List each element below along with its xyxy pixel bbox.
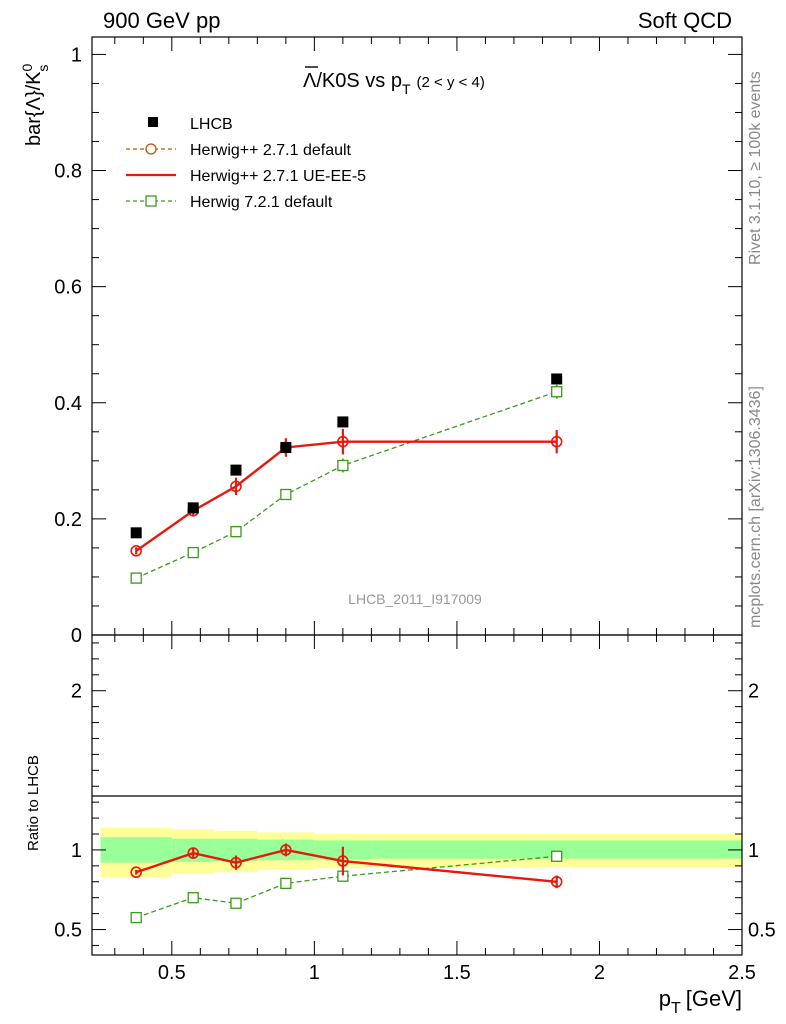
- main-series: [130, 373, 563, 584]
- ratio-herwig7-line: [135, 855, 557, 919]
- title-lambda: Λ: [303, 70, 317, 92]
- x-tick-label: 1.5: [443, 962, 471, 984]
- main-axis-ticks: 0 0.2 0.4 0.6 0.8 1: [54, 37, 743, 647]
- ratio-axis-ticks: 0.5 0.5 1 1 2 2 0.5 1 1.5 2 2.5: [54, 635, 776, 984]
- y-tick-label: 0.4: [54, 393, 82, 415]
- ratio-y-tick-label: 0.5: [54, 920, 82, 942]
- ratio-herwigpp-ueee5-line: [135, 848, 557, 883]
- legend-label-lhcb: LHCB: [190, 116, 233, 133]
- main-panel: LHCB_2011_I917009 0 0.2 0.4 0.6 0.8 1 Λ/K0S v…: [19, 36, 743, 647]
- legend: LHCB Herwig++ 2.7.1 default Herwig++ 2.7…: [126, 116, 366, 211]
- mcplots-label: mcplots.cern.ch [arXiv:1306.3436]: [747, 386, 764, 628]
- lhcb-data-point: [130, 527, 142, 539]
- ratio-y-tick-label-right: 1: [748, 840, 759, 862]
- herwigpp-point: [230, 480, 242, 493]
- lhcb-data-point: [187, 502, 199, 514]
- herwigpp-point: [130, 545, 142, 557]
- ratio-herwig7-point: [551, 850, 563, 862]
- y-tick-label: 0.2: [54, 509, 82, 531]
- ratio-herwigpp-point: [230, 856, 242, 869]
- legend-marker-square-filled: [148, 117, 158, 127]
- ratio-series: [130, 843, 563, 924]
- lhcb-data-point: [551, 373, 563, 385]
- ratio-herwig7-point: [130, 911, 142, 924]
- herwigpp-point: [337, 435, 349, 448]
- ratio-herwigpp-point: [187, 847, 200, 859]
- xlabel-unit: [GeV]: [686, 986, 742, 1011]
- ratio-band-inner: [214, 838, 258, 862]
- y-tick-label: 0: [71, 625, 82, 647]
- ratio-herwig7-point: [187, 892, 199, 904]
- ratio-herwig7-point: [230, 897, 242, 909]
- lhcb-data-point: [337, 416, 349, 428]
- legend-item-lhcb: LHCB: [148, 116, 233, 133]
- header-left: 900 GeV pp: [103, 8, 220, 33]
- title-main: /K0S vs p: [316, 70, 402, 92]
- herwigpp-ueee5-line: [135, 440, 557, 552]
- ratio-band-inner: [100, 837, 172, 863]
- xlabel-sub: T: [671, 1000, 681, 1017]
- ratio-ylabel: Ratio to LHCB: [25, 755, 42, 851]
- legend-label-herwig7: Herwig 7.2.1 default: [190, 194, 333, 211]
- legend-marker-circle: [145, 143, 157, 155]
- title-range: (2 < y < 4): [417, 74, 485, 91]
- ratio-herwigpp-point: [130, 866, 142, 879]
- rivet-label: Rivet 3.1.10, ≥ 100k events: [747, 71, 764, 265]
- herwig7-point: [130, 572, 142, 584]
- ratio-herwigpp-point: [550, 875, 563, 888]
- ylabel-text: bar{Λ}/K: [23, 71, 45, 146]
- xlabel-text: p: [659, 986, 671, 1011]
- herwig7-point: [280, 488, 292, 501]
- x-tick-label: 2.5: [728, 962, 756, 984]
- ratio-herwig7-point: [280, 877, 292, 890]
- ratio-uncertainty-bands: [100, 827, 742, 877]
- herwig7-point: [551, 386, 563, 398]
- ratio-frame: [91, 634, 743, 956]
- ratio-y-tick-label-right: 0.5: [748, 920, 776, 942]
- x-axis-label: pT [GeV]: [659, 986, 742, 1017]
- lhcb-data-point: [230, 464, 242, 476]
- ratio-y-tick-label: 2: [71, 681, 82, 703]
- ratio-panel: 0.5 0.5 1 1 2 2 0.5 1 1.5 2 2.5 Ratio to LHCB pT [G…: [25, 634, 776, 1017]
- ratio-herwigpp-point: [280, 844, 292, 856]
- herwig7-point: [230, 526, 242, 538]
- main-title: Λ/K0S vs pT (2 < y < 4): [303, 70, 485, 97]
- ratio-band-inner: [371, 840, 742, 859]
- ratio-y-tick-label: 1: [71, 840, 82, 862]
- header-right: Soft QCD: [638, 8, 732, 33]
- herwigpp-point: [550, 435, 563, 448]
- ratio-y-tick-label-right: 2: [748, 681, 759, 703]
- ylabel-sup: 0: [19, 63, 35, 71]
- watermark-group: LHCB_2011_I917009: [348, 591, 482, 607]
- y-tick-label: 0.8: [54, 161, 82, 183]
- legend-label-herwigpp-ueee5: Herwig++ 2.7.1 UE-EE-5: [190, 168, 366, 185]
- legend-label-herwigpp-default: Herwig++ 2.7.1 default: [190, 142, 352, 159]
- herwig7-point: [187, 546, 199, 559]
- herwigpp-default-line: [135, 441, 557, 552]
- lhcb-data-point: [280, 441, 292, 453]
- title-sub: T: [402, 81, 411, 97]
- legend-item-herwigpp-default: Herwig++ 2.7.1 default: [126, 142, 352, 159]
- legend-marker-square-open: [145, 195, 157, 207]
- ratio-herwigpp-point: [337, 855, 349, 867]
- x-tick-label: 1: [309, 962, 320, 984]
- ylabel-sub: s: [35, 65, 51, 72]
- x-tick-label: 0.5: [158, 962, 186, 984]
- herwig7-line: [135, 391, 557, 579]
- herwig7-point: [337, 459, 349, 472]
- legend-item-herwig7: Herwig 7.2.1 default: [126, 194, 333, 211]
- analysis-watermark: LHCB_2011_I917009: [348, 591, 482, 607]
- legend-item-herwigpp-ueee5: Herwig++ 2.7.1 UE-EE-5: [126, 168, 366, 185]
- y-tick-label: 0.6: [54, 277, 82, 299]
- y-tick-label: 1: [71, 44, 82, 66]
- x-tick-label: 2: [594, 962, 605, 984]
- main-ylabel: bar{Λ}/K0s: [19, 63, 51, 146]
